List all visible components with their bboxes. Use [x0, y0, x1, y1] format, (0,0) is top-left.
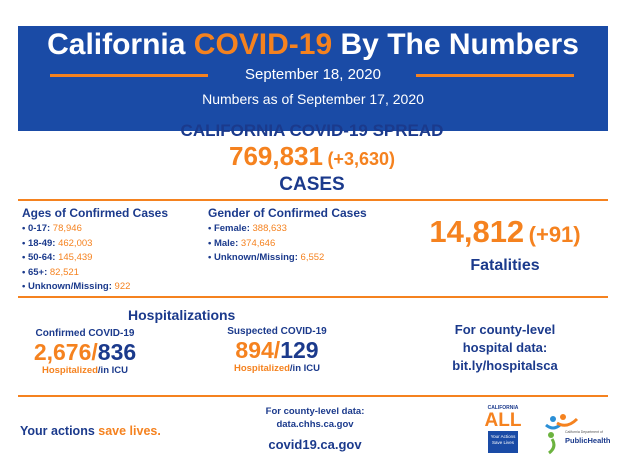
- confirmed-sub: Hospitalized/in ICU: [20, 365, 150, 377]
- divider: [18, 395, 608, 397]
- logo-text: Your Actions Save Lives: [488, 431, 518, 453]
- logo-text: ALL: [484, 410, 522, 431]
- fatalities-delta: (+91): [528, 222, 581, 247]
- list-item: • 0-17: 78,946: [22, 222, 168, 237]
- gender-section: Gender of Confirmed Cases • Female: 388,…: [208, 206, 367, 266]
- county-data-label: For county-level data:: [265, 406, 365, 417]
- confirmed-values: 2,676/836: [33, 339, 137, 365]
- item-value: 6,552: [300, 252, 325, 263]
- item-label: • Unknown/Missing:: [208, 252, 298, 263]
- site-link[interactable]: covid19.ca.gov: [268, 437, 362, 452]
- item-label: • Male:: [208, 237, 239, 249]
- logo-text: PublicHealth: [565, 436, 611, 445]
- list-item: • 50-64: 145,439: [22, 251, 168, 266]
- county-data-info: For county-level data: data.chhs.ca.gov …: [240, 405, 390, 453]
- confirmed-label: Confirmed COVID-19: [35, 328, 135, 339]
- divider: [50, 74, 208, 77]
- cases-delta: (+3,630): [327, 149, 395, 169]
- item-value: 374,646: [240, 237, 276, 249]
- item-label: • Female:: [208, 223, 250, 234]
- cdph-logo: California Department of PublicHealth: [543, 407, 613, 457]
- california-all-logo: CALIFORNIA ALL Your Actions Save Lives: [481, 405, 525, 453]
- item-value: 78,946: [52, 223, 82, 234]
- item-label: • 0-17:: [22, 223, 51, 234]
- divider: [416, 74, 574, 77]
- slogan: Your actions save lives.: [20, 424, 161, 439]
- spread-heading: CALIFORNIA COVID-19 SPREAD: [180, 121, 444, 140]
- county-hospital-text: hospital data:: [462, 340, 548, 355]
- item-label: • Unknown/Missing:: [22, 281, 112, 292]
- logo-text: California Department of: [565, 430, 603, 434]
- list-item: • Unknown/Missing: 922: [22, 280, 168, 295]
- list-item: • Male: 374,646: [208, 237, 367, 252]
- county-hospital-info: For county-level hospital data: bit.ly/h…: [420, 321, 590, 375]
- gender-heading: Gender of Confirmed Cases: [208, 206, 367, 220]
- suspected-hospitalizations: Suspected COVID-19 894/129 Hospitalized/…: [212, 325, 342, 375]
- cases-value: 769,831: [229, 141, 323, 171]
- fatalities-value: 14,812: [429, 214, 525, 249]
- list-item: • 65+: 82,521: [22, 266, 168, 281]
- confirmed-icu: 836: [97, 339, 137, 365]
- suspected-values: 894/129: [235, 337, 319, 363]
- as-of-date: Numbers as of September 17, 2020: [202, 91, 424, 107]
- fatalities-label: Fatalities: [470, 257, 540, 274]
- hospital-data-link[interactable]: bit.ly/hospitalsca: [452, 358, 558, 373]
- logo-text: CALIFORNIA: [487, 405, 519, 411]
- suspected-hospitalized: 894: [235, 337, 274, 363]
- title-part: California: [47, 28, 186, 61]
- fatalities-count: 14,812 (+91): [400, 214, 610, 256]
- cdph-figures-icon: [545, 414, 579, 455]
- ages-heading: Ages of Confirmed Cases: [22, 206, 169, 220]
- county-hospital-text: For county-level: [454, 322, 556, 337]
- suspected-sub: Hospitalized/in ICU: [212, 363, 342, 375]
- confirmed-hospitalizations: Confirmed COVID-19 2,676/836 Hospitalize…: [20, 327, 150, 377]
- suspected-label: Suspected COVID-19: [227, 326, 327, 337]
- item-label: • 18-49:: [22, 237, 56, 249]
- page-title: California COVID-19 By The Numbers: [18, 28, 608, 62]
- item-label: • 65+:: [22, 266, 48, 278]
- item-value: 922: [114, 281, 131, 292]
- divider: [18, 296, 608, 298]
- cases-label: CASES: [279, 174, 345, 195]
- item-value: 145,439: [58, 252, 93, 263]
- sub-icu: /in ICU: [97, 365, 129, 376]
- hospitalizations-heading: Hospitalizations: [128, 307, 236, 323]
- item-value: 82,521: [49, 266, 79, 278]
- divider: [18, 199, 608, 201]
- ages-section: Ages of Confirmed Cases • 0-17: 78,946 • …: [22, 206, 168, 295]
- confirmed-hospitalized: 2,676: [33, 339, 92, 365]
- sub-icu: /in ICU: [289, 363, 321, 374]
- sub-hosp: Hospitalized: [41, 365, 98, 376]
- suspected-icu: 129: [280, 337, 319, 363]
- sub-hosp: Hospitalized: [233, 363, 290, 374]
- cases-count: 769,831 (+3,630): [0, 141, 624, 176]
- list-item: • Female: 388,633: [208, 222, 367, 237]
- slogan-accent: save lives.: [98, 424, 161, 438]
- list-item: • Unknown/Missing: 6,552: [208, 251, 367, 266]
- item-value: 388,633: [252, 223, 287, 234]
- title-accent: COVID-19: [193, 28, 333, 61]
- list-item: • 18-49: 462,003: [22, 237, 168, 252]
- report-date: September 18, 2020: [245, 66, 381, 83]
- item-value: 462,003: [58, 237, 93, 249]
- county-data-link[interactable]: data.chhs.ca.gov: [276, 419, 354, 430]
- header-banner: California COVID-19 By The Numbers Septe…: [18, 26, 608, 131]
- slogan-text: Your actions: [20, 424, 95, 438]
- title-part: By The Numbers: [340, 28, 579, 61]
- item-label: • 50-64:: [22, 252, 56, 263]
